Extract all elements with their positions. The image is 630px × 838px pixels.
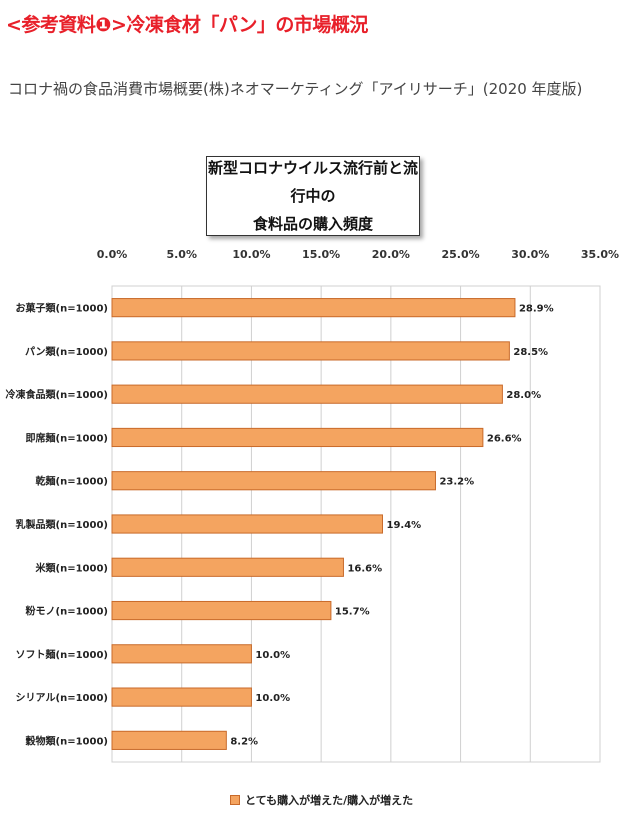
category-label: 穀物類(n=1000) bbox=[25, 734, 108, 747]
data-label: 19.4% bbox=[386, 520, 421, 531]
category-label: お菓子類(n=1000) bbox=[16, 302, 108, 315]
data-label: 28.5% bbox=[513, 347, 548, 358]
data-label: 28.9% bbox=[519, 304, 554, 315]
bar bbox=[111, 514, 383, 534]
category-label: 冷凍食品類(n=1000) bbox=[6, 388, 108, 401]
x-tick-label: 5.0% bbox=[166, 248, 197, 261]
legend-label: とても購入が増えた/購入が増えた bbox=[245, 794, 414, 807]
bar-chart: 0.0% 5.0% 10.0% 15.0% 20.0% 25.0% 30.0% 35.0% お菓… bbox=[6, 248, 619, 763]
data-label: 10.0% bbox=[255, 650, 290, 661]
source-subtitle: コロナ禍の食品消費市場概要(株)ネオマーケティング「アイリサーチ」(2020 年… bbox=[8, 80, 583, 98]
x-tick-label: 10.0% bbox=[232, 248, 270, 261]
category-label: 粉モノ(n=1000) bbox=[26, 605, 108, 618]
page-heading: <参考資料❶>冷凍食材「パン」の市場概況 bbox=[6, 14, 368, 36]
data-label: 15.7% bbox=[335, 607, 370, 618]
data-label: 23.2% bbox=[439, 477, 474, 488]
data-label: 10.0% bbox=[255, 693, 290, 704]
bar bbox=[111, 298, 516, 318]
x-tick-label: 35.0% bbox=[581, 248, 619, 261]
chart-legend: とても購入が増えた/購入が増えた bbox=[230, 792, 413, 808]
bar bbox=[111, 384, 503, 404]
data-label: 8.2% bbox=[230, 736, 258, 747]
bar bbox=[111, 644, 252, 664]
bar bbox=[111, 471, 436, 491]
category-label: 即席麺(n=1000) bbox=[26, 431, 108, 444]
x-tick-label: 25.0% bbox=[441, 248, 479, 261]
x-tick-label: 30.0% bbox=[511, 248, 549, 261]
data-label: 16.6% bbox=[347, 563, 382, 574]
bar bbox=[111, 427, 484, 448]
category-label: シリアル(n=1000) bbox=[16, 692, 108, 704]
data-label: 26.6% bbox=[487, 433, 522, 444]
bar bbox=[111, 341, 510, 361]
bar bbox=[111, 730, 227, 750]
chart-title-box: 新型コロナウイルス流行前と流行中の 食料品の購入頻度 bbox=[206, 156, 420, 236]
x-tick-label: 20.0% bbox=[372, 248, 410, 261]
bar bbox=[111, 687, 252, 707]
bar bbox=[111, 600, 332, 621]
bar bbox=[111, 557, 344, 577]
category-label: 乳製品類(n=1000) bbox=[16, 518, 108, 531]
x-tick-label: 0.0% bbox=[97, 248, 128, 261]
chart-title: 新型コロナウイルス流行前と流行中の 食料品の購入頻度 bbox=[207, 159, 418, 233]
category-label: 米類(n=1000) bbox=[36, 561, 108, 574]
legend-swatch bbox=[230, 795, 240, 805]
category-label: 乾麺(n=1000) bbox=[36, 475, 108, 488]
category-label: パン類(n=1000) bbox=[25, 345, 108, 358]
category-label: ソフト麺(n=1000) bbox=[16, 648, 108, 661]
data-label: 28.0% bbox=[506, 390, 541, 401]
x-tick-label: 15.0% bbox=[302, 248, 340, 261]
